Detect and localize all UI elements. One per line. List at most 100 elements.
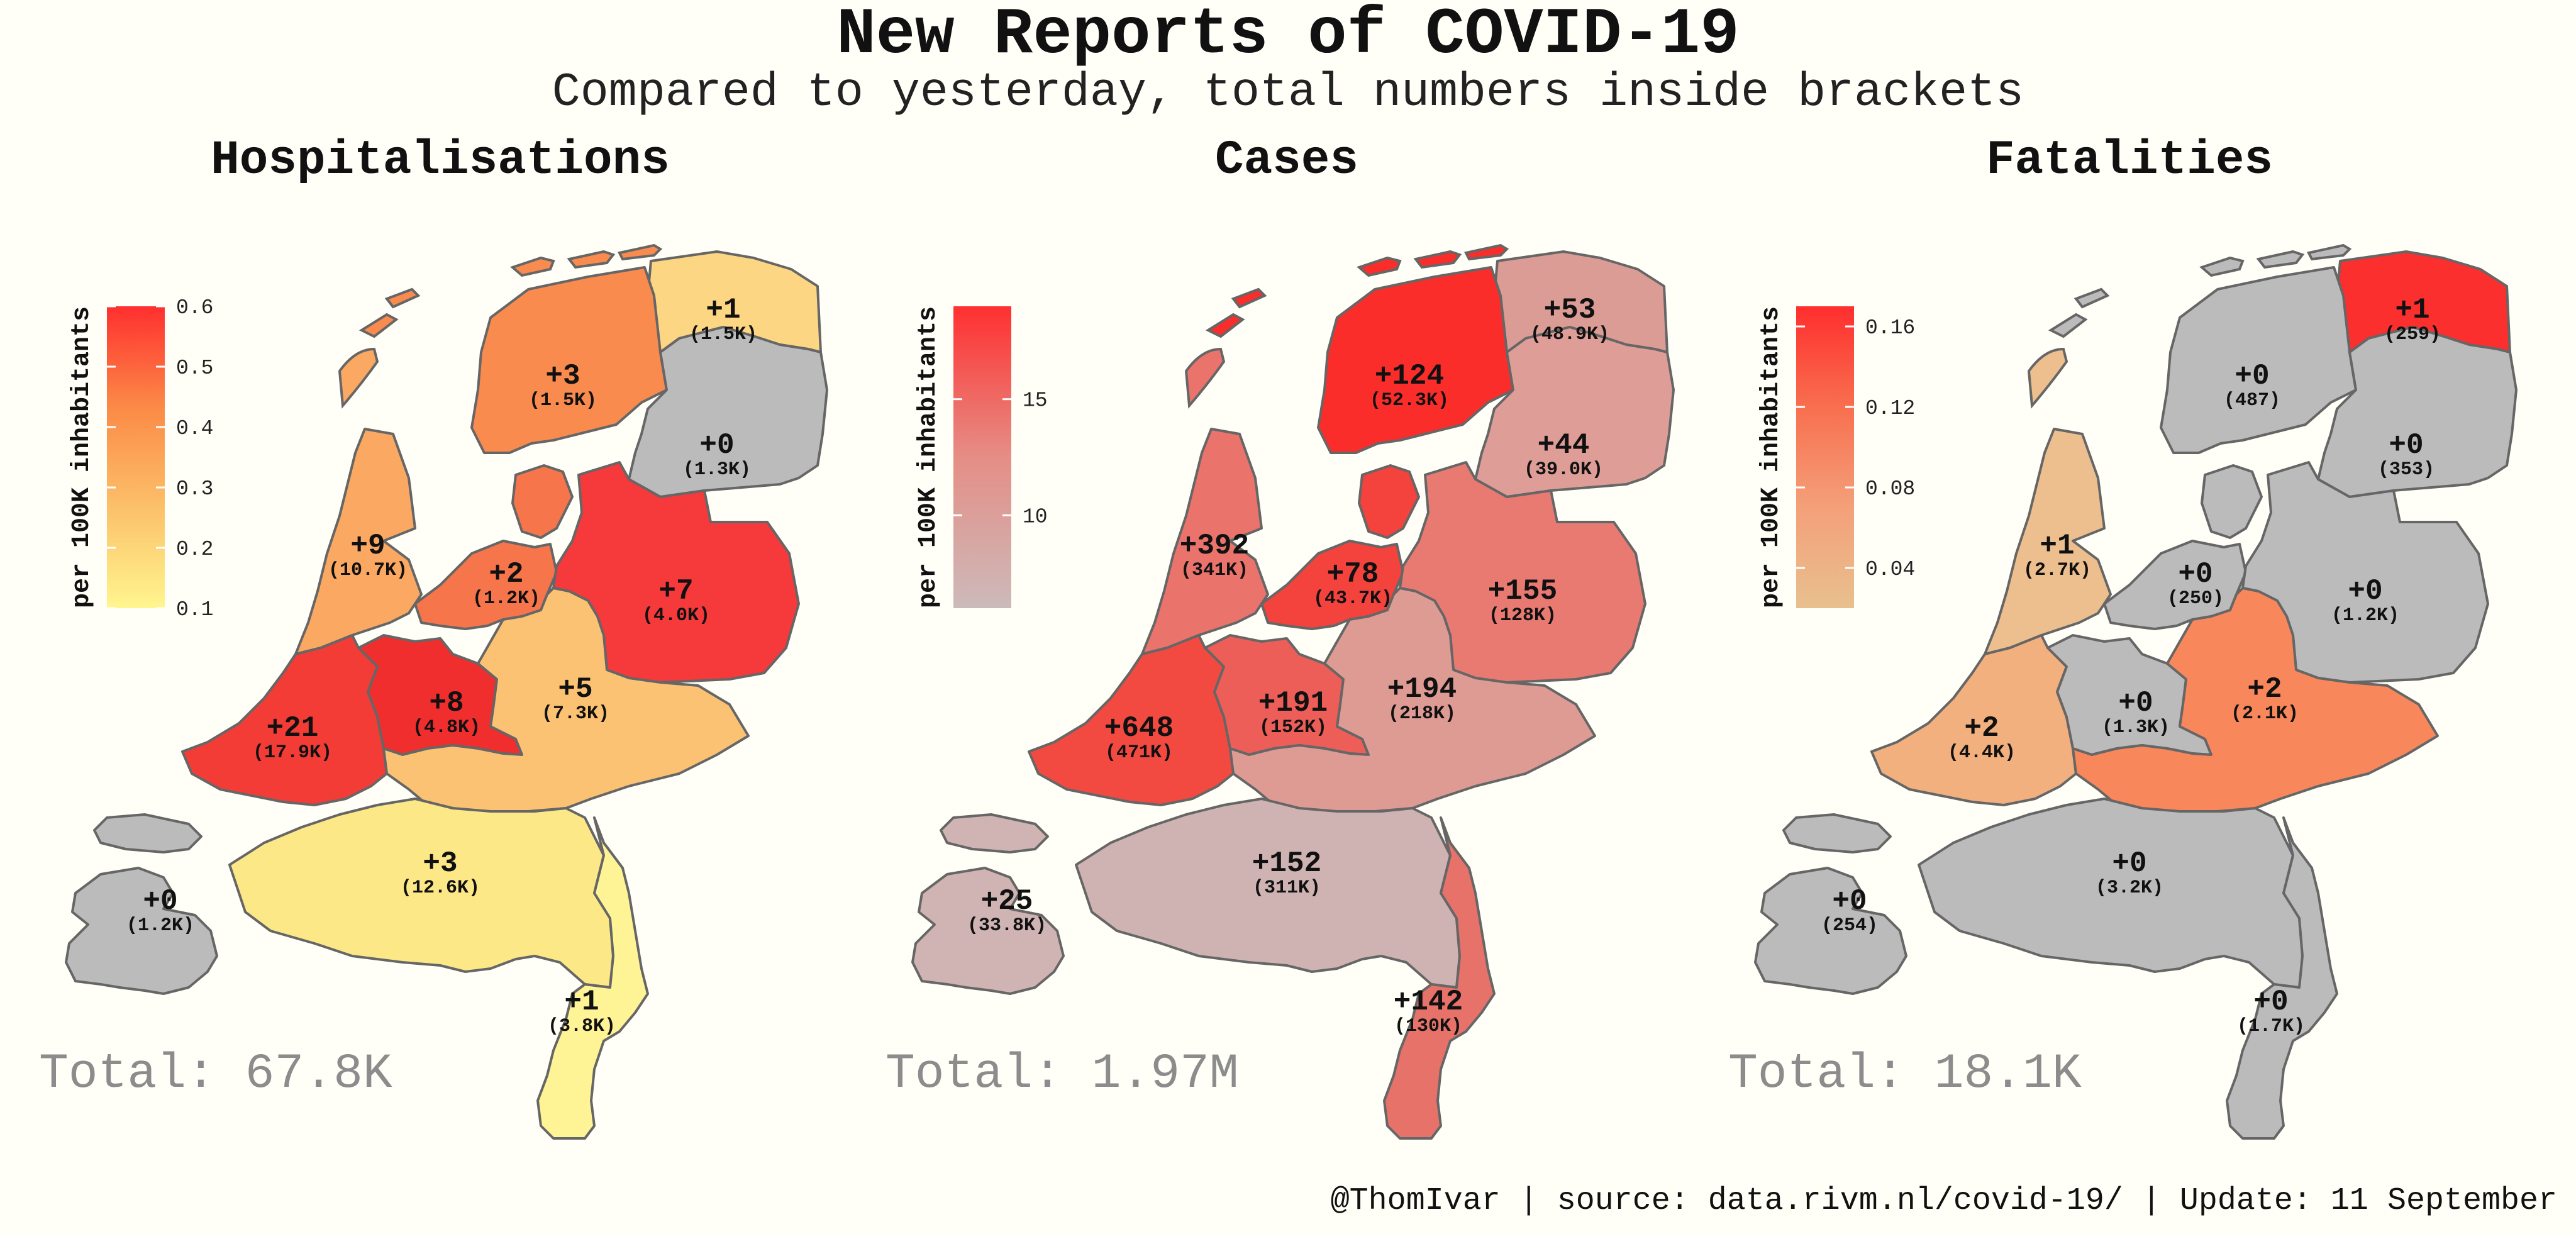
island-shape xyxy=(2027,347,2068,409)
region-total-label: (2.7K) xyxy=(2023,560,2091,581)
region-drenthe xyxy=(1474,326,1675,498)
page-subtitle: Compared to yesterday, total numbers ins… xyxy=(552,66,2024,120)
region-delta-label: +194 xyxy=(1387,673,1457,706)
region-delta-label: +78 xyxy=(1327,558,1379,591)
panel-total: Total: 1.97M xyxy=(886,1047,1239,1102)
island-shape xyxy=(2074,287,2110,309)
region-delta-label: +1 xyxy=(564,986,599,1018)
legend-tick-label: 15 xyxy=(1023,389,1048,413)
region-delta-label: +0 xyxy=(2253,986,2288,1018)
region-delta-label: +8 xyxy=(429,687,464,720)
region-total-label: (130K) xyxy=(1394,1016,1462,1037)
island-shape xyxy=(1231,287,1267,309)
region-delta-label: +0 xyxy=(699,429,734,462)
panel-total: Total: 18.1K xyxy=(1728,1047,2082,1102)
region-total-label: (4.8K) xyxy=(413,717,480,738)
panel-title-fatalities: Fatalities xyxy=(1985,133,2273,187)
region-overijssel xyxy=(2241,461,2489,684)
island-shape xyxy=(2199,256,2245,277)
region-total-label: (17.9K) xyxy=(253,742,332,764)
region-total-label: (1.2K) xyxy=(126,915,194,937)
region-delta-label: +0 xyxy=(2389,429,2423,462)
region-total-label: (1.2K) xyxy=(472,588,540,609)
map-panel-hospitalisations: +1(1.5K)+3(1.5K)+0(1.3K)+9(10.7K) +2(1.2K… xyxy=(39,243,828,1140)
region-delta-label: +0 xyxy=(2118,687,2153,720)
legend-tick-label: 0.5 xyxy=(176,357,213,380)
region-total-label: (128K) xyxy=(1489,605,1557,626)
legend-tick-label: 0.12 xyxy=(1865,397,1915,420)
panel-total: Total: 67.8K xyxy=(39,1047,392,1102)
region-total-label: (3.8K) xyxy=(548,1016,616,1037)
region-delta-label: +0 xyxy=(1832,885,1867,918)
region-delta-label: +2 xyxy=(1964,712,1999,745)
region-delta-label: +0 xyxy=(2235,360,2269,392)
region-delta-label: +191 xyxy=(1258,687,1328,720)
island-shape xyxy=(618,243,663,261)
region-total-label: (33.8K) xyxy=(967,915,1046,937)
legend-title: per 100K inhabitants xyxy=(68,306,96,608)
region-delta-label: +0 xyxy=(2112,847,2146,880)
page-title: New Reports of COVID-19 xyxy=(836,0,1740,72)
region-total-label: (341K) xyxy=(1180,560,1248,581)
island-shape xyxy=(1205,313,1245,338)
region-limburg xyxy=(1383,816,1496,1140)
panel-title-cases: Cases xyxy=(1214,133,1359,187)
region-total-label: (4.4K) xyxy=(1948,742,2016,764)
region-delta-label: +392 xyxy=(1180,530,1249,562)
panel-title-hospitalisations: Hospitalisations xyxy=(211,133,670,187)
region-delta-label: +44 xyxy=(1538,429,1590,462)
island-shape xyxy=(2256,250,2305,269)
region-drenthe xyxy=(2317,326,2518,498)
island-shape xyxy=(567,250,616,269)
region-zeeland xyxy=(1754,813,1907,995)
region-delta-label: +142 xyxy=(1394,986,1463,1018)
map-panel-fatalities: +1(259)+0(487)+0(353)+1(2.7K) +0(250) +0(1… xyxy=(1728,243,2518,1140)
legend-tick-label: 0.2 xyxy=(176,538,213,561)
legend-title: per 100K inhabitants xyxy=(1757,306,1785,608)
region-delta-label: +1 xyxy=(706,294,740,326)
region-total-label: (1.3K) xyxy=(683,459,751,481)
region-delta-label: +124 xyxy=(1375,360,1444,392)
region-total-label: (48.9K) xyxy=(1530,324,1609,345)
region-total-label: (487) xyxy=(2224,390,2280,411)
region-delta-label: +5 xyxy=(558,673,592,706)
region-delta-label: +152 xyxy=(1252,847,1321,880)
region-total-label: (10.7K) xyxy=(328,560,408,581)
region-total-label: (12.6K) xyxy=(401,877,480,899)
legend-tick-label: 0.6 xyxy=(176,296,213,320)
region-total-label: (2.1K) xyxy=(2231,703,2299,725)
region-delta-label: +1 xyxy=(2040,530,2074,562)
region-friesland xyxy=(470,266,668,454)
legend-title: per 100K inhabitants xyxy=(914,306,943,608)
region-overijssel xyxy=(552,461,800,684)
region-delta-label: +0 xyxy=(143,885,177,918)
region-delta-label: +3 xyxy=(423,847,457,880)
region-delta-label: +1 xyxy=(2395,294,2429,326)
region-total-label: (152K) xyxy=(1259,717,1327,738)
region-delta-label: +9 xyxy=(350,530,385,562)
region-total-label: (39.0K) xyxy=(1524,459,1603,481)
island-shape xyxy=(2048,313,2088,338)
legend-tick-label: 0.04 xyxy=(1865,558,1915,581)
region-delta-label: +2 xyxy=(2247,673,2282,706)
region-total-label: (1.7K) xyxy=(2237,1016,2305,1037)
island-shape xyxy=(1184,347,1226,409)
region-zeeland xyxy=(65,813,218,995)
region-total-label: (1.5K) xyxy=(529,390,597,411)
region-limburg xyxy=(2226,816,2338,1140)
legend-tick-label: 0.3 xyxy=(176,477,213,501)
island-shape xyxy=(1357,256,1402,277)
region-total-label: (7.3K) xyxy=(541,703,609,725)
legend-colorbar xyxy=(107,306,165,608)
island-shape xyxy=(1413,250,1462,269)
region-total-label: (311K) xyxy=(1253,877,1321,899)
legend-tick-label: 0.1 xyxy=(176,598,213,621)
island-shape xyxy=(510,256,555,277)
region-total-label: (1.5K) xyxy=(689,324,757,345)
region-limburg xyxy=(536,816,649,1140)
region-total-label: (471K) xyxy=(1105,742,1173,764)
region-delta-label: +3 xyxy=(545,360,580,392)
region-friesland xyxy=(2160,266,2357,454)
region-delta-label: +53 xyxy=(1544,294,1596,326)
